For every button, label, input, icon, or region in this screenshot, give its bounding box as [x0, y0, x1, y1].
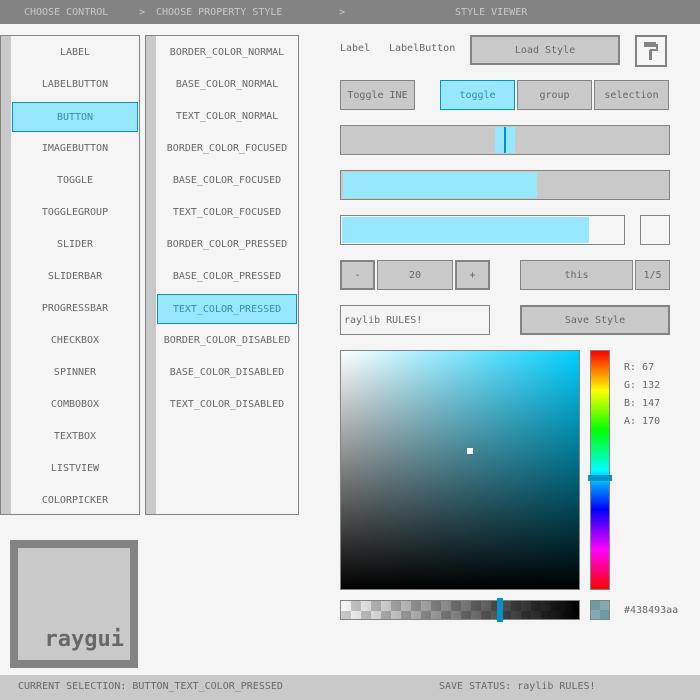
- list-item[interactable]: BASE_COLOR_DISABLED: [169, 367, 285, 378]
- list-item[interactable]: CHECKBOX: [50, 335, 100, 346]
- color-r: R: 67: [624, 362, 655, 373]
- list-item[interactable]: BORDER_COLOR_NORMAL: [169, 47, 285, 58]
- list-item[interactable]: TEXT_COLOR_FOCUSED: [172, 207, 282, 218]
- load-style-button[interactable]: Load Style: [470, 35, 620, 65]
- list-item[interactable]: SPINNER: [53, 367, 97, 378]
- list-item[interactable]: TEXT_COLOR_DISABLED: [169, 399, 285, 410]
- list-item[interactable]: TEXT_COLOR_NORMAL: [175, 111, 279, 122]
- header-choose-property: CHOOSE PROPERTY STYLE: [156, 7, 283, 18]
- list-item[interactable]: BASE_COLOR_FOCUSED: [172, 175, 282, 186]
- slider-bar[interactable]: [340, 170, 670, 200]
- alpha-bar[interactable]: [340, 598, 580, 622]
- list-item[interactable]: TOGGLEGROUP: [41, 207, 109, 218]
- color-preview: [590, 600, 610, 620]
- checkbox[interactable]: [640, 215, 670, 245]
- hue-bar[interactable]: [588, 350, 612, 590]
- list-item[interactable]: BUTTON: [12, 102, 138, 132]
- toggle-group-item[interactable]: toggle: [440, 80, 515, 110]
- header-separator: >: [139, 7, 146, 18]
- alpha-bar-thumb[interactable]: [497, 598, 504, 622]
- list-item[interactable]: BORDER_COLOR_DISABLED: [163, 335, 291, 346]
- combobox[interactable]: this: [520, 260, 633, 290]
- color-picker-panel[interactable]: [340, 350, 580, 590]
- status-bar: CURRENT SELECTION: BUTTON_TEXT_COLOR_PRE…: [0, 675, 700, 700]
- list-item[interactable]: PROGRESSBAR: [41, 303, 109, 314]
- list-item[interactable]: LABELBUTTON: [41, 79, 109, 90]
- list-item[interactable]: SLIDERBAR: [47, 271, 103, 282]
- scrollbar[interactable]: [146, 36, 156, 514]
- spinner-value[interactable]: 20: [377, 260, 453, 290]
- top-bar: CHOOSE CONTROL > CHOOSE PROPERTY STYLE >…: [0, 0, 700, 24]
- image-button[interactable]: [635, 35, 667, 67]
- save-style-button[interactable]: Save Style: [520, 305, 670, 335]
- property-listview[interactable]: BORDER_COLOR_NORMAL BASE_COLOR_NORMAL TEXT…: [145, 35, 299, 515]
- label-button[interactable]: LabelButton: [389, 43, 456, 54]
- combobox-counter[interactable]: 1/5: [635, 260, 670, 290]
- color-selector[interactable]: [467, 448, 473, 454]
- header-style-viewer: STYLE VIEWER: [455, 7, 528, 18]
- hue-bar-thumb[interactable]: [588, 475, 612, 481]
- spinner-decrement-button[interactable]: -: [340, 260, 375, 290]
- label: Label: [340, 43, 371, 54]
- header-choose-control: CHOOSE CONTROL: [24, 7, 109, 18]
- toggle-group-item[interactable]: group: [517, 80, 592, 110]
- color-g: G: 132: [624, 380, 661, 391]
- toggle-button[interactable]: Toggle INE: [340, 80, 415, 110]
- current-selection-status: CURRENT SELECTION: BUTTON_TEXT_COLOR_PRE…: [18, 681, 283, 692]
- list-item[interactable]: COLORPICKER: [41, 495, 109, 506]
- color-b: B: 147: [624, 398, 661, 409]
- list-item[interactable]: IMAGEBUTTON: [41, 143, 109, 154]
- list-item[interactable]: LISTVIEW: [50, 463, 100, 474]
- slider[interactable]: [340, 125, 670, 155]
- header-separator: >: [339, 7, 346, 18]
- control-listview[interactable]: LABEL LABELBUTTON BUTTON IMAGEBUTTON TOGGLE T…: [0, 35, 140, 515]
- color-values: R: 67 G: 132 B: 147 A: 170: [624, 359, 660, 431]
- progress-bar-fill: [342, 217, 590, 243]
- list-item[interactable]: TOGGLE: [56, 175, 94, 186]
- color-a: A: 170: [624, 416, 661, 427]
- list-item[interactable]: TEXTBOX: [53, 431, 97, 442]
- list-item[interactable]: BASE_COLOR_NORMAL: [175, 79, 279, 90]
- color-hex: #438493aa: [624, 605, 679, 616]
- spinner-increment-button[interactable]: +: [455, 260, 490, 290]
- list-item[interactable]: SLIDER: [56, 239, 94, 250]
- list-item[interactable]: BORDER_COLOR_FOCUSED: [166, 143, 288, 154]
- paint-roller-icon: [644, 42, 658, 60]
- list-item[interactable]: TEXT_COLOR_PRESSED: [157, 294, 297, 324]
- list-item[interactable]: LABEL: [59, 47, 91, 58]
- progress-bar: [340, 215, 625, 245]
- save-status: SAVE STATUS: raylib RULES!: [439, 681, 596, 692]
- slider-bar-fill: [343, 172, 538, 198]
- scrollbar[interactable]: [1, 36, 11, 514]
- toggle-group-item[interactable]: selection: [594, 80, 669, 110]
- list-item[interactable]: BORDER_COLOR_PRESSED: [166, 239, 288, 250]
- raygui-logo: raygui: [10, 540, 138, 668]
- list-item[interactable]: BASE_COLOR_PRESSED: [172, 271, 282, 282]
- textbox[interactable]: raylib RULES!: [340, 305, 490, 335]
- logo-text: raygui: [44, 627, 124, 652]
- slider-thumb[interactable]: [495, 127, 515, 153]
- list-item[interactable]: COMBOBOX: [50, 399, 100, 410]
